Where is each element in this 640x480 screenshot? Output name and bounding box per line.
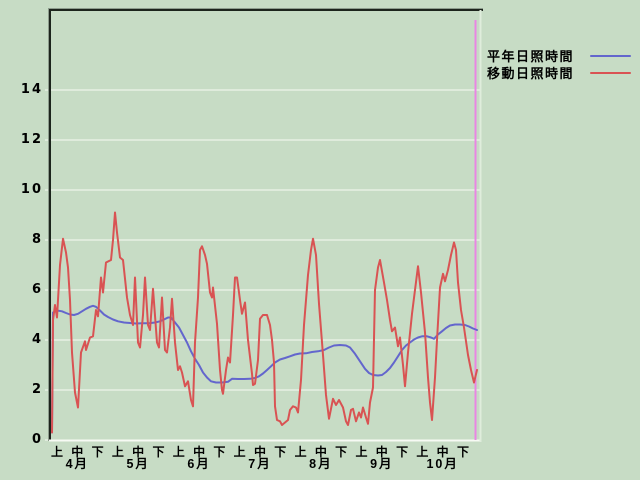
x-period-label: 上 bbox=[111, 445, 124, 459]
x-period-label: 中 bbox=[132, 445, 145, 459]
x-period-label: 上 bbox=[416, 445, 429, 459]
x-period-label: 中 bbox=[436, 445, 449, 459]
x-month-label: 10月 bbox=[426, 457, 459, 471]
x-period-label: 下 bbox=[213, 445, 226, 459]
x-period-label: 下 bbox=[456, 445, 469, 459]
x-period-label: 上 bbox=[233, 445, 246, 459]
plot-frame bbox=[48, 8, 483, 442]
x-period-label: 下 bbox=[274, 445, 287, 459]
series-lines bbox=[51, 211, 478, 434]
x-period-label: 下 bbox=[396, 445, 409, 459]
x-period-label: 中 bbox=[193, 445, 206, 459]
legend: 平年日照時間 移動日照時間 bbox=[487, 47, 631, 81]
x-month-label: 8月 bbox=[309, 457, 333, 471]
y-tick-label: 12 bbox=[20, 132, 43, 147]
x-period-label: 中 bbox=[375, 445, 388, 459]
series-line-normal-sunshine bbox=[51, 304, 478, 434]
y-tick-label: 10 bbox=[20, 182, 43, 197]
x-month-label: 6月 bbox=[187, 457, 211, 471]
x-period-label: 下 bbox=[152, 445, 165, 459]
y-tick-label: 2 bbox=[31, 382, 43, 397]
x-period-label: 下 bbox=[91, 445, 104, 459]
legend-item-normal-sunshine: 平年日照時間 bbox=[487, 47, 631, 64]
legend-line-normal-sunshine-icon bbox=[590, 54, 631, 57]
x-month-label: 7月 bbox=[248, 457, 272, 471]
gridlines bbox=[45, 89, 480, 441]
y-tick-label: 0 bbox=[31, 432, 43, 447]
y-tick-label: 6 bbox=[31, 282, 43, 297]
legend-item-moving-sunshine: 移動日照時間 bbox=[487, 64, 631, 81]
x-month-label: 9月 bbox=[370, 457, 394, 471]
x-period-label: 下 bbox=[335, 445, 348, 459]
x-month-label: 4月 bbox=[65, 457, 90, 471]
y-tick-label: 8 bbox=[31, 232, 43, 247]
x-month-label: 5月 bbox=[126, 457, 150, 471]
x-period-label: 中 bbox=[71, 445, 84, 459]
x-period-label: 中 bbox=[253, 445, 266, 459]
x-period-label: 上 bbox=[355, 445, 368, 459]
x-period-label: 上 bbox=[172, 445, 185, 459]
legend-label-moving-sunshine: 移動日照時間 bbox=[487, 66, 575, 81]
series-line-moving-sunshine bbox=[51, 211, 478, 434]
x-period-label: 上 bbox=[294, 445, 307, 459]
legend-line-moving-sunshine-icon bbox=[590, 71, 631, 74]
y-tick-label: 14 bbox=[20, 82, 43, 97]
x-period-label: 上 bbox=[50, 445, 63, 459]
x-period-label: 中 bbox=[314, 445, 327, 459]
y-tick-label: 4 bbox=[31, 332, 43, 347]
legend-label-normal-sunshine: 平年日照時間 bbox=[487, 49, 575, 64]
